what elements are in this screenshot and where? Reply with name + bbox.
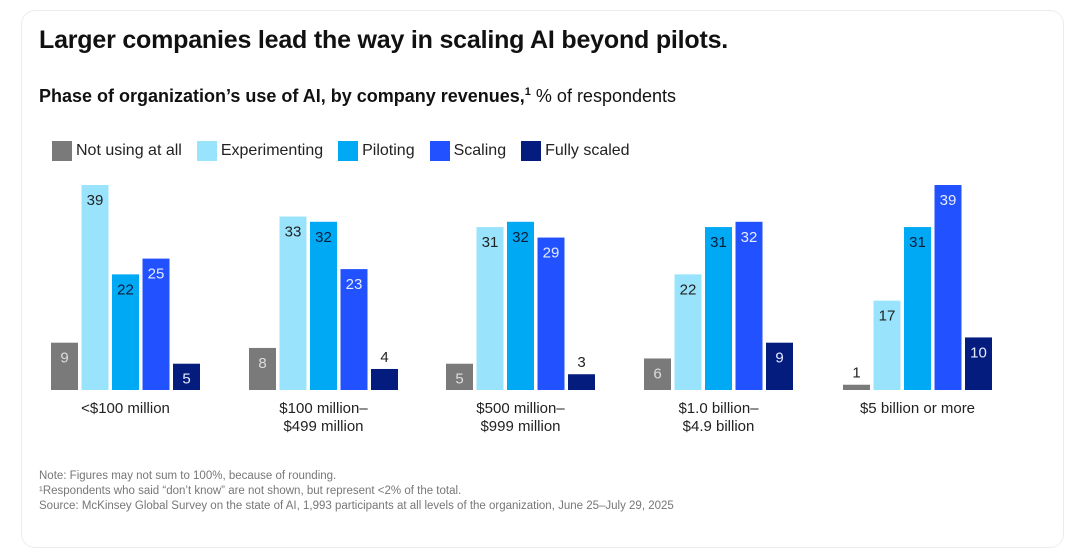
value-label: 33 [285,224,302,241]
bar-piloting [112,274,139,390]
bar-fully-scaled [371,368,398,390]
bar-group: 6 22 31 32 9 $1.0 billion–$4.9 billion [644,221,793,435]
bar-group: 5 31 32 29 3 $500 million–$999 million [446,221,595,435]
value-label: 31 [909,234,926,251]
note-dont-know: ¹Respondents who said “don’t know” are n… [39,485,462,497]
bar-fully-scaled [766,342,793,390]
category-label: $499 million [283,418,363,435]
value-label: 29 [543,245,560,262]
value-label: 25 [148,266,165,283]
legend: Not using at all Experimenting Piloting … [52,141,645,161]
bar-not-using-at-all [446,363,473,390]
value-label: 22 [680,281,697,298]
bar-experimenting [279,216,307,390]
legend-item-piloting: Piloting [338,141,415,161]
bar-piloting [507,221,534,390]
legend-item-fully-scaled: Fully scaled [521,141,630,161]
chart-notes: Note: Figures may not sum to 100%, becau… [39,469,674,514]
category-label: $5 billion or more [860,400,975,417]
legend-item-scaling: Scaling [429,141,507,161]
bar-group: 1 17 31 39 10 $5 billion or more [843,185,992,417]
value-label: 23 [346,276,363,293]
value-label: 3 [577,354,585,371]
bar-not-using-at-all [843,384,870,390]
value-label: 9 [60,350,68,367]
value-label: 5 [455,371,463,388]
legend-swatch [429,141,450,161]
legend-label: Experimenting [220,142,324,159]
bar-scaling [142,258,170,390]
category-label: $999 million [480,418,560,435]
bar-experimenting [81,185,109,390]
bar-not-using-at-all [644,358,671,390]
bar-fully-scaled [568,374,595,390]
note-source: Source: McKinsey Global Survey on the st… [39,500,674,512]
value-label: 32 [512,229,529,246]
category-label: $1.0 billion– [678,400,759,417]
bar-not-using-at-all [249,347,276,390]
value-label: 17 [879,308,896,325]
legend-item-experimenting: Experimenting [196,141,324,161]
chart-title: Larger companies lead the way in scaling… [39,26,729,54]
bar-fully-scaled [965,337,992,390]
legend-label: Not using at all [76,142,182,159]
legend-label: Fully scaled [545,142,630,159]
value-label: 6 [653,365,661,382]
value-label: 39 [87,192,104,209]
value-label: 10 [970,344,987,361]
footnote-marker: 1 [524,86,531,98]
bar-experimenting [476,227,504,390]
bar-scaling [934,185,962,390]
category-label: $500 million– [476,400,565,417]
bar-experimenting [674,274,702,390]
category-label: $4.9 billion [683,418,755,435]
bar-piloting [310,221,337,390]
legend-label: Piloting [362,142,415,159]
value-label: 32 [741,229,758,246]
legend-item-not-using: Not using at all [52,141,182,161]
value-label: 5 [182,371,190,388]
legend-swatch [521,141,542,161]
subtitle-unit: % of respondents [530,86,677,106]
value-label: 9 [775,350,783,367]
bar-experimenting [873,300,901,390]
value-label: 31 [710,234,727,251]
legend-swatch [338,141,359,161]
value-label: 4 [380,349,388,366]
subtitle-main: Phase of organization’s use of AI, by co… [39,86,525,106]
category-label: <$100 million [81,400,170,417]
value-label: 32 [315,229,332,246]
note-rounding: Note: Figures may not sum to 100%, becau… [39,470,337,482]
legend-swatch [196,141,217,161]
bar-fully-scaled [173,363,200,390]
chart-subtitle: Phase of organization’s use of AI, by co… [39,86,676,107]
bar-group: 9 39 22 25 5 <$100 million [51,185,200,417]
value-label: 8 [258,355,266,372]
bar-piloting [904,227,931,390]
category-label: $100 million– [279,400,368,417]
value-label: 22 [117,281,134,298]
value-label: 1 [852,365,860,382]
legend-swatch [52,141,72,161]
legend-label: Scaling [453,142,507,159]
bar-scaling [340,269,368,390]
value-label: 31 [482,234,499,251]
bar-piloting [705,227,732,390]
bar-scaling [537,237,565,390]
bar-not-using-at-all [51,342,78,390]
bar-group: 8 33 32 23 4 $100 million–$499 million [249,216,398,435]
value-label: 39 [940,192,957,209]
bar-scaling [735,221,763,390]
